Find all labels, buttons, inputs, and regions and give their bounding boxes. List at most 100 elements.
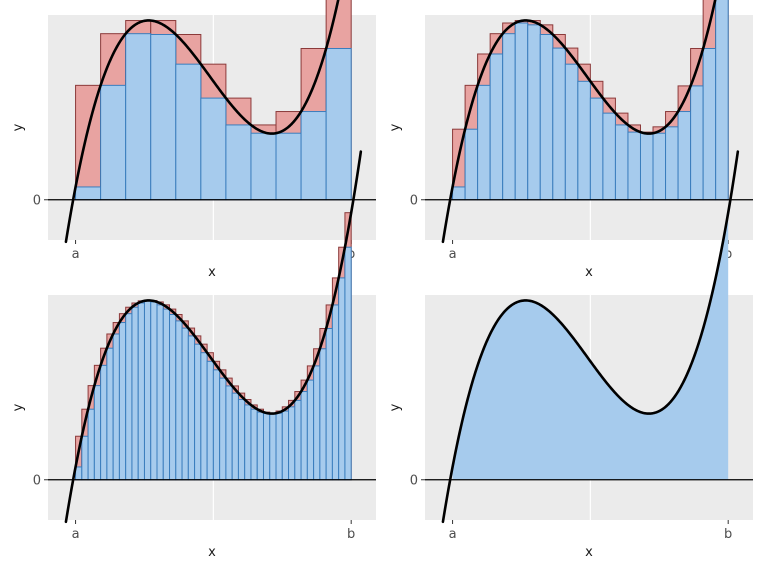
x-tick-label: b (724, 527, 732, 542)
upper-sum-bar (75, 84, 102, 201)
lower-sum-bar (489, 53, 504, 201)
lower-sum-bar (237, 399, 246, 481)
x-tick-label: b (347, 527, 355, 542)
lower-sum-bar (300, 111, 327, 201)
lower-sum-bar (690, 85, 704, 201)
y-axis-title: y (11, 123, 26, 131)
integral-area (452, 212, 729, 480)
lower-sum-bar (589, 97, 604, 201)
lower-sum-bar (275, 132, 302, 201)
y-axis-title: y (388, 123, 403, 131)
lower-sum-bar (269, 413, 277, 481)
lower-sum-bar (175, 63, 202, 201)
lower-sum-bar (275, 412, 283, 481)
lower-sum-bar (319, 348, 327, 481)
lower-sum-bar (231, 392, 239, 481)
lower-sum-bar (81, 435, 89, 481)
lower-sum-bar (514, 22, 529, 201)
lower-sum-bar (262, 413, 271, 481)
x-tick-label: a (72, 527, 80, 542)
y-axis-title: y (388, 403, 403, 411)
x-tick-label: a (449, 527, 457, 542)
panel-bottom-right: a b 0 x y (388, 150, 753, 560)
lower-sum-bar (677, 111, 692, 201)
lower-sum-bar (143, 300, 152, 481)
lower-sum-bar (552, 47, 566, 201)
lower-sum-bar (452, 186, 466, 201)
lower-sum-bar (250, 132, 277, 201)
lower-sum-bar (131, 306, 139, 481)
lower-sum-bar (106, 347, 114, 481)
lower-sum-bar (602, 112, 616, 201)
function-curve (441, 0, 717, 244)
lower-sum-bar (225, 124, 252, 201)
lower-sum-bar (175, 320, 183, 481)
lower-sum-bar (187, 335, 196, 481)
lower-sum-bar (93, 385, 102, 481)
lower-sum-bar (225, 385, 233, 481)
panel-bottom-left: a b 0 x y (11, 150, 376, 560)
lower-sum-bar (162, 308, 171, 481)
lower-sum-bar (331, 304, 340, 481)
lower-sum-bar (200, 97, 227, 201)
lower-sum-bar (564, 63, 579, 201)
lower-sum-bar (156, 304, 164, 481)
lower-sum-bar (125, 313, 133, 481)
x-axis-title: x (208, 265, 216, 280)
lower-sum-bar (256, 411, 264, 481)
lower-sum-bar (502, 33, 516, 201)
x-axis-title: x (585, 545, 593, 560)
lower-sum-bar (627, 131, 641, 201)
function-curve (64, 0, 340, 244)
lower-sum-bar (325, 327, 333, 481)
lower-sum-bar (464, 128, 479, 201)
lower-sum-bar (194, 343, 202, 481)
x-axis-title: x (585, 265, 593, 280)
lower-sum-bar (118, 322, 127, 481)
function-curve (441, 150, 740, 524)
y-tick-label: 0 (410, 473, 418, 488)
function-curve (64, 150, 363, 524)
lower-sum-bar (100, 364, 108, 481)
lower-sum-bar (219, 377, 227, 481)
lower-sum-bar (306, 379, 315, 481)
lower-sum-bar (344, 246, 352, 481)
lower-sum-bar (212, 369, 221, 481)
lower-sum-bar (169, 313, 177, 481)
lower-sum-bar (288, 406, 296, 481)
lower-sum-bar (150, 33, 177, 201)
y-tick-label: 0 (33, 193, 41, 208)
lower-sum-bar (652, 132, 667, 201)
lower-sum-bar (206, 360, 214, 481)
lower-sum-bar (325, 47, 352, 201)
x-axis-title: x (208, 545, 216, 560)
lower-sum-bar (639, 132, 654, 201)
y-tick-label: 0 (33, 473, 41, 488)
y-tick-label: 0 (410, 193, 418, 208)
lower-sum-bar (702, 47, 717, 201)
lower-sum-bar (244, 404, 252, 481)
lower-sum-bar (137, 302, 145, 481)
lower-sum-bar (715, 0, 729, 201)
x-tick-label: a (72, 247, 80, 262)
lower-sum-bar (313, 365, 321, 481)
lower-sum-bar (338, 277, 346, 481)
lower-sum-bar (200, 352, 208, 481)
lower-sum-bar (577, 80, 591, 201)
lower-sum-bar (665, 126, 679, 201)
lower-sum-bar (181, 327, 189, 481)
lower-sum-bar (112, 333, 120, 481)
x-tick-label: a (449, 247, 457, 262)
lower-sum-bar (75, 186, 102, 201)
lower-sum-bar (539, 33, 554, 201)
y-axis-title: y (11, 403, 26, 411)
lower-sum-bar (300, 391, 308, 481)
lower-sum-bar (125, 33, 152, 201)
lower-sum-bar (614, 124, 629, 201)
lower-sum-bar (150, 301, 158, 481)
lower-sum-bar (477, 84, 491, 201)
lower-sum-bar (527, 24, 541, 201)
